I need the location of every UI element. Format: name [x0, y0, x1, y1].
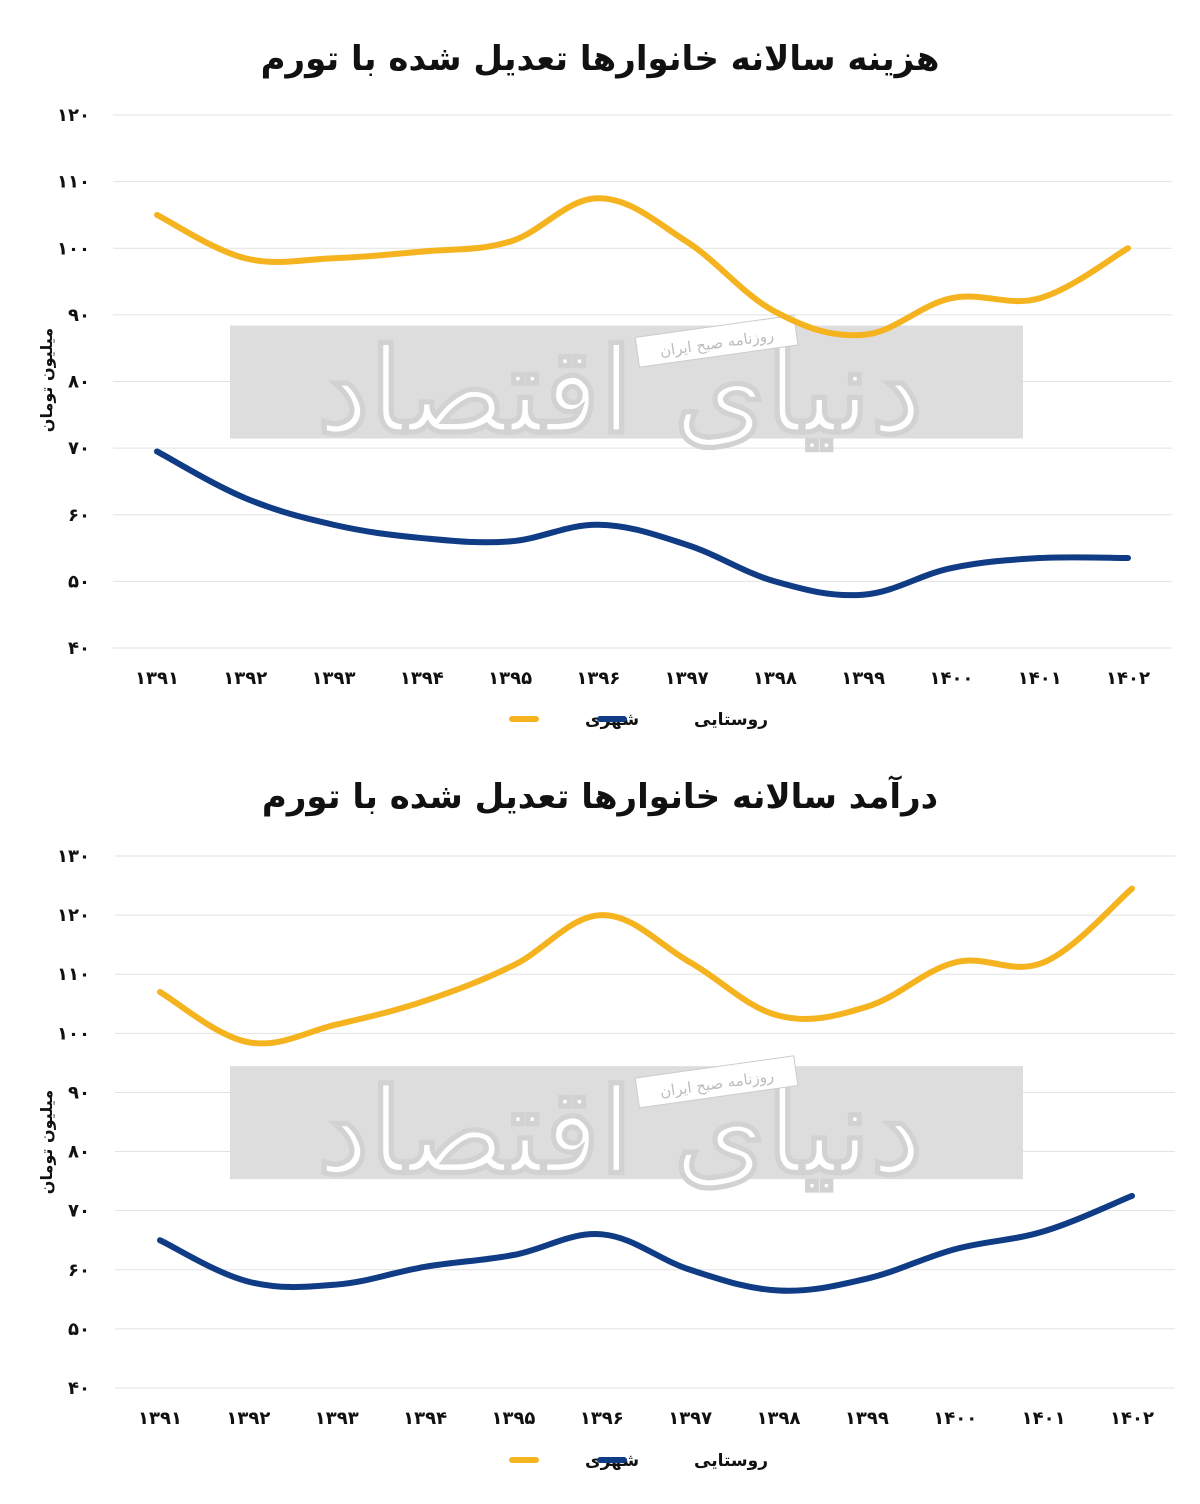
expense-y-tick-label: ۹۰: [68, 305, 90, 326]
income-x-tick-label: ۱۳۹۹: [845, 1408, 889, 1429]
expense-y-tick-label: ۸۰: [68, 372, 90, 393]
expense-x-tick-label: ۱۴۰۰: [929, 668, 973, 689]
expense-x-tick-label: ۱۴۰۲: [1106, 668, 1150, 689]
income-chart-title: درآمد سالانه خانوارها تعدیل شده با تورم: [262, 775, 938, 817]
expense-y-tick-label: ۵۰: [68, 571, 90, 592]
expense-series-line-rural: [154, 448, 1131, 599]
income-x-tick-label: ۱۳۹۴: [403, 1408, 447, 1429]
expense-watermark-subtext-box: [634, 314, 799, 368]
income-x-tick-label: ۱۴۰۱: [1022, 1408, 1066, 1429]
income-watermark-logo-text: دنیای اقتصاد: [317, 1062, 923, 1201]
expense-x-tick-label: ۱۳۹۷: [665, 668, 709, 689]
income-y-tick-label: ۸۰: [68, 1142, 90, 1163]
income-series-line-urban: [157, 885, 1135, 1047]
expense-y-tick-label: ۱۱۰: [57, 172, 90, 193]
income-x-tick-label: ۱۳۹۶: [580, 1408, 624, 1429]
income-legend: شهریروستایی: [509, 1451, 768, 1471]
income-series-line-rural: [157, 1192, 1135, 1294]
income-y-tick-label: ۶۰: [68, 1260, 90, 1281]
expense-y-tick-label: ۶۰: [68, 505, 90, 526]
expense-x-tick-label: ۱۳۹۳: [312, 668, 356, 689]
expense-watermark-logo-text: دنیای اقتصاد: [317, 321, 923, 460]
income-y-tick-label: ۹۰: [68, 1082, 90, 1103]
income-y-tick-label: ۱۰۰: [57, 1023, 90, 1044]
income-x-tick-label: ۱۳۹۳: [315, 1408, 359, 1429]
expense-x-tick-label: ۱۳۹۲: [223, 668, 267, 689]
income-x-tick-label: ۱۳۹۸: [757, 1408, 801, 1429]
income-x-tick-label: ۱۳۹۵: [491, 1408, 535, 1429]
expense-y-tick-label: ۱۲۰: [57, 105, 90, 126]
expense-legend-label-rural: روستایی: [694, 710, 768, 730]
expense-line-chart: هزینه سالانه خانوارها تعدیل شده با تورم ۴…: [37, 39, 1172, 730]
expense-y-tick-label: ۴۰: [68, 638, 90, 659]
income-line-chart: درآمد سالانه خانوارها تعدیل شده با تورم ۴…: [37, 775, 1175, 1471]
expense-y-tick-label: ۷۰: [68, 438, 90, 459]
expense-chart-title: هزینه سالانه خانوارها تعدیل شده با تورم: [261, 39, 940, 79]
expense-y-axis-label: میلیون تومان: [37, 328, 56, 432]
income-watermark-subtext-box: [634, 1055, 799, 1109]
income-y-axis-label: میلیون تومان: [37, 1090, 56, 1194]
income-y-tick-label: ۷۰: [68, 1201, 90, 1222]
expense-x-tick-label: ۱۳۹۵: [488, 668, 532, 689]
income-x-tick-label: ۱۳۹۲: [226, 1408, 270, 1429]
expense-legend: شهریروستایی: [509, 710, 768, 730]
income-y-tick-label: ۵۰: [68, 1319, 90, 1340]
expense-x-tick-label: ۱۴۰۱: [1018, 668, 1062, 689]
income-x-tick-label: ۱۴۰۰: [933, 1408, 977, 1429]
income-y-tick-label: ۱۳۰: [57, 846, 90, 867]
expense-x-tick-label: ۱۳۹۱: [135, 668, 179, 689]
expense-x-tick-label: ۱۳۹۹: [841, 668, 885, 689]
income-x-tick-label: ۱۴۰۲: [1110, 1408, 1154, 1429]
income-watermark-band: [230, 1066, 1023, 1180]
expense-x-tick-label: ۱۳۹۶: [576, 668, 620, 689]
income-x-tick-label: ۱۳۹۷: [668, 1408, 712, 1429]
expense-y-tick-label: ۱۰۰: [57, 238, 90, 259]
income-y-tick-label: ۱۱۰: [57, 964, 90, 985]
income-x-tick-label: ۱۳۹۱: [138, 1408, 182, 1429]
expense-x-tick-label: ۱۳۹۸: [753, 668, 797, 689]
expense-chart-panel: هزینه سالانه خانوارها تعدیل شده با تورم ۴…: [37, 39, 1172, 730]
income-y-tick-label: ۱۲۰: [57, 905, 90, 926]
income-chart-panel: درآمد سالانه خانوارها تعدیل شده با تورم ۴…: [0, 752, 1200, 1504]
expense-x-tick-label: ۱۳۹۴: [400, 668, 444, 689]
expense-watermark-band: [230, 325, 1023, 439]
income-y-tick-label: ۴۰: [68, 1378, 90, 1399]
income-legend-label-rural: روستایی: [694, 1451, 768, 1471]
expense-series-line-urban: [154, 195, 1131, 339]
